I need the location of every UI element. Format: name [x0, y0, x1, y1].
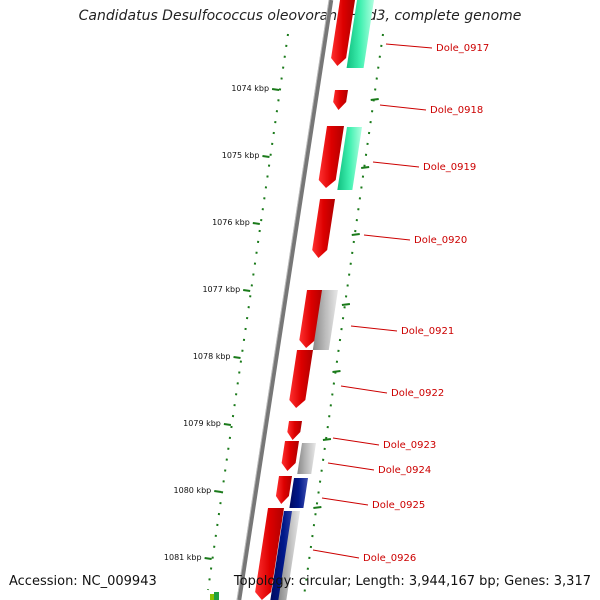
outer-tick-mark — [351, 233, 360, 236]
gene-leader-line — [385, 43, 433, 49]
gene-leader-line — [332, 437, 380, 446]
kbp-tick-mark — [271, 88, 280, 91]
gene-leader-line — [350, 325, 398, 332]
reverse-gene-block — [297, 443, 316, 474]
gene-leader-line — [379, 104, 427, 111]
outer-tick-mark — [332, 370, 341, 373]
gene-label[interactable]: Dole_0920 — [414, 235, 467, 246]
gene-label[interactable]: Dole_0921 — [401, 326, 454, 337]
forward-gene-arrow — [281, 441, 299, 471]
bottom-marker-2 — [214, 592, 219, 600]
outer-tick-mark — [313, 506, 322, 509]
kbp-tick-mark — [223, 423, 232, 426]
gene-label[interactable]: Dole_0919 — [423, 162, 476, 173]
outer-tick-mark — [361, 166, 370, 169]
reverse-gene-block — [312, 290, 338, 350]
gene-label[interactable]: Dole_0925 — [372, 500, 425, 511]
forward-gene-arrow — [255, 508, 284, 600]
outer-tick-mark — [370, 98, 379, 101]
summary-text: Topology: circular; Length: 3,944,167 bp… — [233, 574, 591, 589]
gene-label[interactable]: Dole_0926 — [363, 553, 416, 564]
gene-leader-line — [321, 497, 369, 506]
gene-label[interactable]: Dole_0922 — [391, 388, 444, 399]
gene-leader-line — [327, 462, 375, 471]
inner-tick-ring — [207, 33, 289, 591]
kbp-tick-mark — [204, 557, 212, 560]
accession-text: Accession: NC_009943 — [9, 574, 157, 589]
gene-label[interactable]: Dole_0917 — [436, 43, 489, 54]
reverse-gene-block — [346, 0, 374, 68]
outer-tick-mark — [341, 303, 351, 306]
kbp-tick-label: 1077 kbp — [202, 285, 240, 294]
forward-gene-arrow — [312, 199, 335, 258]
kbp-tick-mark — [233, 356, 241, 359]
forward-gene-arrow — [299, 290, 323, 348]
gene-leader-line — [363, 234, 411, 241]
gene-leader-line — [340, 385, 388, 394]
forward-gene-arrow — [333, 90, 348, 110]
forward-gene-arrow — [289, 350, 313, 408]
kbp-tick-mark — [214, 490, 222, 493]
gene-leader-line — [312, 549, 360, 559]
kbp-tick-label: 1076 kbp — [212, 218, 250, 227]
kbp-tick-label: 1078 kbp — [193, 352, 231, 361]
gene-label[interactable]: Dole_0923 — [383, 440, 436, 451]
gene-leader-line — [372, 161, 420, 168]
kbp-tick-label: 1080 kbp — [174, 486, 212, 495]
outer-tick-mark — [322, 438, 332, 441]
kbp-tick-label: 1081 kbp — [164, 553, 202, 562]
kbp-tick-label: 1074 kbp — [231, 84, 269, 93]
gene-label[interactable]: Dole_0924 — [378, 465, 431, 476]
genome-backbone — [236, 0, 334, 600]
kbp-tick-mark — [243, 289, 251, 292]
forward-gene-arrow — [275, 476, 292, 504]
gene-label[interactable]: Dole_0918 — [430, 105, 483, 116]
reverse-gene-block — [289, 478, 308, 508]
reverse-gene-block — [337, 127, 362, 190]
forward-gene-arrow — [331, 0, 355, 66]
map-title: Candidatus Desulfococcus oleovorans Hxd3… — [78, 8, 522, 24]
reverse-gene-block — [278, 511, 300, 600]
forward-gene-arrow — [318, 126, 344, 188]
forward-gene-arrow — [287, 421, 302, 440]
backbone-highlight — [236, 0, 330, 600]
kbp-tick-mark — [252, 222, 260, 225]
kbp-tick-label: 1079 kbp — [183, 419, 221, 428]
kbp-tick-mark — [262, 155, 270, 158]
kbp-tick-label: 1075 kbp — [222, 151, 260, 160]
